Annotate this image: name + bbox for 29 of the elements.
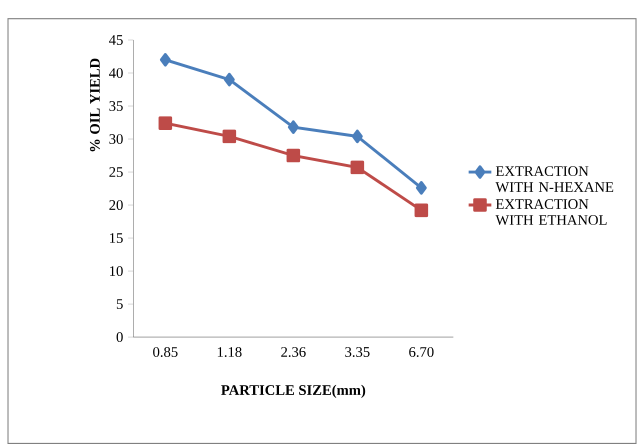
- y-tick-label: 25: [109, 167, 123, 177]
- x-tick-label: 0.85: [153, 347, 178, 357]
- x-tick-label: 2.36: [281, 347, 306, 357]
- point: [350, 160, 364, 174]
- y-tick-label: 35: [109, 101, 123, 111]
- x-tick-label: 6.70: [409, 347, 434, 357]
- y-tick-label: 5: [116, 299, 123, 309]
- point: [288, 120, 299, 134]
- legend-label: EXTRACTION WITH ETHANOL: [495, 199, 607, 226]
- point: [160, 53, 171, 67]
- y-tick-label: 10: [110, 266, 123, 276]
- y-tick-label: 45: [109, 35, 123, 45]
- y-tick-label: 0: [116, 332, 123, 342]
- point: [158, 116, 172, 130]
- point: [224, 72, 235, 86]
- x-axis-title: PARTICLE SIZE(mm): [221, 384, 366, 398]
- x-tick-label: 3.35: [345, 347, 370, 357]
- point: [286, 148, 300, 162]
- point: [352, 130, 363, 144]
- y-tick-label: 20: [109, 200, 123, 210]
- y-tick-label: 40: [109, 68, 123, 78]
- point: [414, 204, 428, 218]
- point: [222, 130, 236, 144]
- y-tick-label: 15: [110, 233, 123, 243]
- legend-label: EXTRACTION WITH N-HEXANE: [495, 166, 614, 192]
- y-tick-label: 30: [109, 134, 123, 144]
- y-axis-title: % OIL YIELD: [90, 58, 100, 152]
- x-tick-label: 1.18: [218, 347, 242, 357]
- point: [416, 181, 427, 195]
